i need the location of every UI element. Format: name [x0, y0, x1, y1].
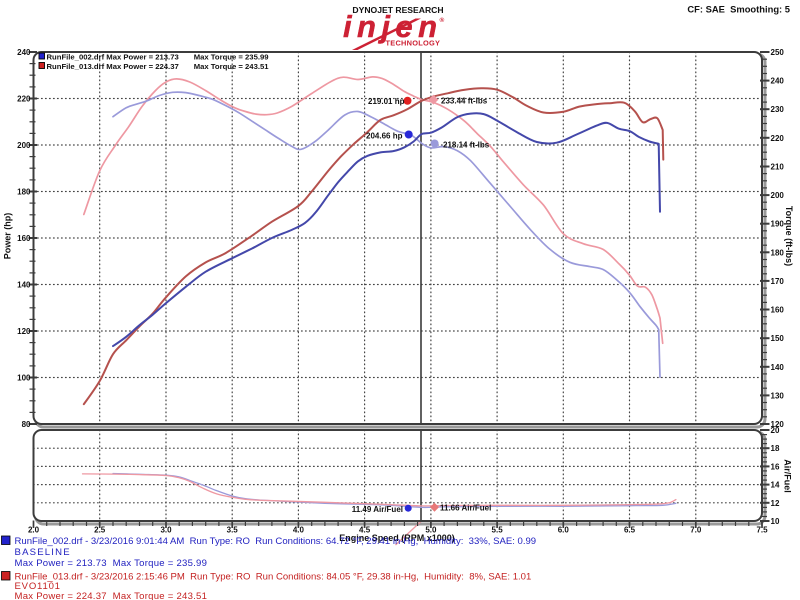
svg-text:204.66 hp: 204.66 hp [366, 132, 403, 141]
svg-text:190: 190 [771, 220, 785, 229]
svg-text:220: 220 [17, 95, 31, 104]
svg-text:160: 160 [17, 234, 31, 243]
svg-text:10: 10 [771, 517, 780, 526]
svg-text:218.14 ft-lbs: 218.14 ft-lbs [443, 141, 490, 150]
svg-text:4.0: 4.0 [293, 526, 305, 535]
svg-text:180: 180 [771, 248, 785, 257]
svg-text:180: 180 [17, 188, 31, 197]
svg-text:219.01 hp: 219.01 hp [368, 97, 405, 106]
svg-text:18: 18 [771, 444, 780, 453]
svg-text:220: 220 [771, 134, 785, 143]
svg-text:12: 12 [771, 499, 780, 508]
svg-text:3.5: 3.5 [227, 526, 239, 535]
svg-text:TECHNOLOGY: TECHNOLOGY [386, 39, 441, 48]
svg-text:240: 240 [771, 77, 785, 86]
svg-text:DYNOJET RESEARCH: DYNOJET RESEARCH [352, 5, 443, 15]
svg-text:7.5: 7.5 [756, 526, 768, 535]
svg-text:6.5: 6.5 [624, 526, 636, 535]
svg-text:Engine Speed (RPM x1000): Engine Speed (RPM x1000) [339, 533, 455, 543]
svg-text:200: 200 [771, 191, 785, 200]
svg-text:Torque (ft-lbs): Torque (ft-lbs) [784, 206, 794, 266]
svg-text:Power (hp): Power (hp) [3, 213, 13, 260]
svg-text:®: ® [440, 16, 445, 24]
svg-text:120: 120 [17, 327, 31, 336]
svg-text:7.0: 7.0 [690, 526, 702, 535]
svg-text:250: 250 [771, 48, 785, 57]
svg-text:160: 160 [771, 306, 785, 315]
svg-text:233.44 ft-lbs: 233.44 ft-lbs [441, 96, 488, 105]
svg-text:150: 150 [771, 334, 785, 343]
svg-text:100: 100 [17, 374, 31, 383]
svg-text:6.0: 6.0 [558, 526, 570, 535]
svg-text:210: 210 [771, 163, 785, 172]
svg-text:RunFile_002.drf Max Power = 21: RunFile_002.drf Max Power = 213.73 [47, 52, 179, 61]
svg-text:170: 170 [771, 277, 785, 286]
svg-text:BASELINE: BASELINE [15, 547, 71, 558]
svg-text:RunFile_002.drf - 3/23/2016 9:: RunFile_002.drf - 3/23/2016 9:01:44 AM R… [15, 536, 537, 547]
svg-text:EVO1101: EVO1101 [15, 581, 61, 592]
svg-text:16: 16 [771, 462, 780, 471]
svg-text:11.49 Air/Fuel: 11.49 Air/Fuel [352, 505, 403, 514]
svg-text:RunFile_013.drf - 3/23/2016 2:: RunFile_013.drf - 3/23/2016 2:15:46 PM R… [15, 572, 532, 583]
svg-text:Max Power = 213.73 Max Torque: Max Power = 213.73 Max Torque = 235.99 [15, 558, 208, 569]
svg-text:Max Power = 224.37 Max Torque: Max Power = 224.37 Max Torque = 243.51 [15, 591, 208, 600]
svg-text:2.5: 2.5 [94, 526, 106, 535]
svg-text:230: 230 [771, 105, 785, 114]
svg-text:20: 20 [771, 426, 780, 435]
svg-text:5.0: 5.0 [425, 526, 437, 535]
svg-text:3.0: 3.0 [160, 526, 172, 535]
svg-text:RunFile_013.drf Max Power = 22: RunFile_013.drf Max Power = 224.37 [47, 62, 179, 71]
svg-text:200: 200 [17, 141, 31, 150]
svg-text:4.5: 4.5 [359, 526, 371, 535]
svg-text:130: 130 [771, 391, 785, 400]
svg-text:140: 140 [771, 363, 785, 372]
svg-text:140: 140 [17, 281, 31, 290]
svg-text:80: 80 [22, 420, 31, 429]
svg-text:240: 240 [17, 48, 31, 57]
svg-text:Max Torque = 235.99: Max Torque = 235.99 [194, 52, 269, 61]
svg-text:CF: SAE Smoothing: 5: CF: SAE Smoothing: 5 [687, 4, 790, 15]
svg-text:Air/Fuel: Air/Fuel [783, 459, 793, 493]
svg-text:Max Torque = 243.51: Max Torque = 243.51 [194, 62, 270, 71]
svg-text:11.66 Air/Fuel: 11.66 Air/Fuel [440, 504, 491, 513]
svg-text:120: 120 [771, 420, 785, 429]
svg-text:14: 14 [771, 481, 780, 490]
svg-text:2.0: 2.0 [28, 526, 40, 535]
svg-text:5.5: 5.5 [492, 526, 504, 535]
